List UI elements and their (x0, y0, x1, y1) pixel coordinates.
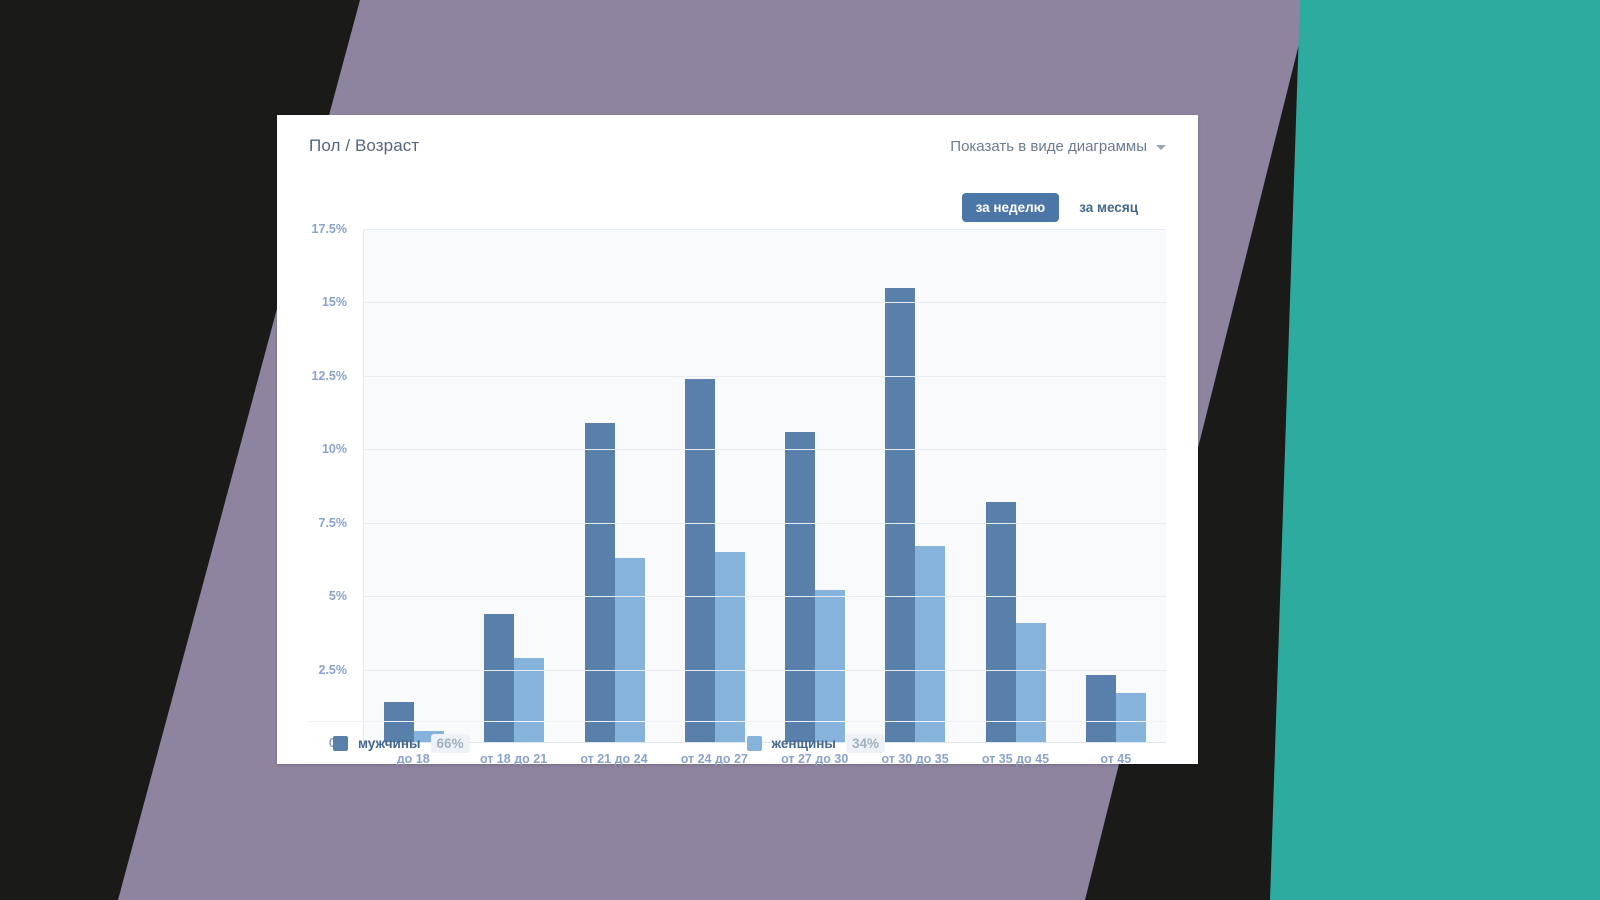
y-axis-tick-label: 7.5% (318, 515, 348, 530)
bar-group[interactable] (364, 229, 464, 743)
legend-label-male: мужчины (358, 735, 421, 751)
legend-label-female: женщины (771, 735, 836, 751)
bar-groups (364, 229, 1166, 743)
x-axis-tick-label: от 24 до 27 (680, 752, 748, 766)
legend-item-male[interactable]: мужчины 66% (333, 733, 470, 753)
background-wedge-teal (1270, 0, 1600, 900)
bar-male[interactable] (1085, 675, 1116, 743)
bar-female[interactable] (815, 590, 846, 743)
stats-card: Пол / Возраст Показать в виде диаграммы … (277, 115, 1198, 766)
gridline (364, 302, 1166, 304)
bar-male[interactable] (384, 701, 415, 743)
y-axis-tick-label: 17.5% (311, 222, 347, 236)
bar-male[interactable] (785, 431, 816, 743)
period-button-week[interactable]: за неделю (961, 193, 1060, 222)
legend-item-female[interactable]: женщины 34% (746, 733, 885, 753)
y-axis-tick-label: 2.5% (318, 662, 348, 677)
y-axis-tick-label: 12.5% (311, 368, 347, 383)
card-header: Пол / Возраст Показать в виде диаграммы (277, 115, 1198, 177)
legend-percent-female: 34% (845, 733, 885, 753)
bar-male[interactable] (985, 502, 1016, 743)
x-axis-tick-label: от 27 до 30 (781, 752, 849, 766)
x-axis-tick-label: от 35 до 45 (981, 752, 1050, 766)
legend-swatch-female-icon (746, 735, 762, 751)
view-mode-label: Показать в виде диаграммы (950, 137, 1147, 155)
x-axis-tick-label: от 45 (1100, 752, 1132, 766)
view-mode-dropdown[interactable]: Показать в виде диаграммы (950, 138, 1166, 155)
y-axis-tick-label: 5% (328, 589, 347, 604)
y-axis: 17.5%15%12.5%10%7.5%5%2.5%0% (309, 222, 355, 750)
gridline (364, 596, 1166, 598)
chart-container: за неделю за месяц 17.5% 15% 12.5% 10% 7.5% 5… (309, 177, 1166, 766)
gridline (364, 669, 1166, 671)
bar-female[interactable] (414, 731, 445, 743)
x-axis-tick-label: до 18 (396, 752, 430, 766)
bar-group[interactable] (665, 229, 765, 743)
chevron-down-icon (1156, 144, 1166, 150)
gridline (364, 229, 1166, 230)
plot-area (363, 229, 1166, 743)
bar-female[interactable] (614, 557, 645, 743)
gridline (364, 375, 1166, 377)
bar-female[interactable] (1115, 693, 1146, 743)
bar-female[interactable] (514, 657, 545, 743)
bar-group[interactable] (865, 229, 965, 743)
bar-male[interactable] (885, 287, 916, 743)
x-axis-tick-label: от 30 до 35 (881, 752, 949, 766)
bar-group[interactable] (765, 229, 865, 743)
period-toggle: за неделю за месяц (961, 193, 1152, 222)
bar-group[interactable] (966, 229, 1066, 743)
legend-percent-male: 66% (430, 733, 470, 753)
gridline (364, 449, 1166, 451)
chart-legend: мужчины 66% женщины 34% (309, 721, 1166, 764)
legend-swatch-male-icon (333, 735, 348, 751)
bar-group[interactable] (464, 229, 564, 743)
period-button-month[interactable]: за месяц (1079, 200, 1138, 215)
x-axis: до 18 от 18 до 21 от 21 до 24 от 24 до 27 от… (363, 743, 1166, 773)
bar-female[interactable] (1015, 622, 1046, 743)
bar-female[interactable] (714, 552, 745, 743)
x-axis-tick-label: от 21 до 24 (580, 752, 648, 766)
x-axis-tick-label: от 18 до 21 (479, 752, 548, 766)
y-axis-tick-label: 10% (321, 442, 347, 457)
page-title: Пол / Возраст (309, 136, 420, 155)
gridline (364, 742, 1166, 743)
bar-male[interactable] (684, 378, 715, 743)
bar-male[interactable] (584, 422, 615, 743)
bar-female[interactable] (915, 546, 946, 743)
bar-group[interactable] (565, 229, 665, 743)
gridline (364, 522, 1166, 524)
y-axis-tick-label: 15% (321, 295, 347, 310)
bar-group[interactable] (1066, 229, 1166, 743)
